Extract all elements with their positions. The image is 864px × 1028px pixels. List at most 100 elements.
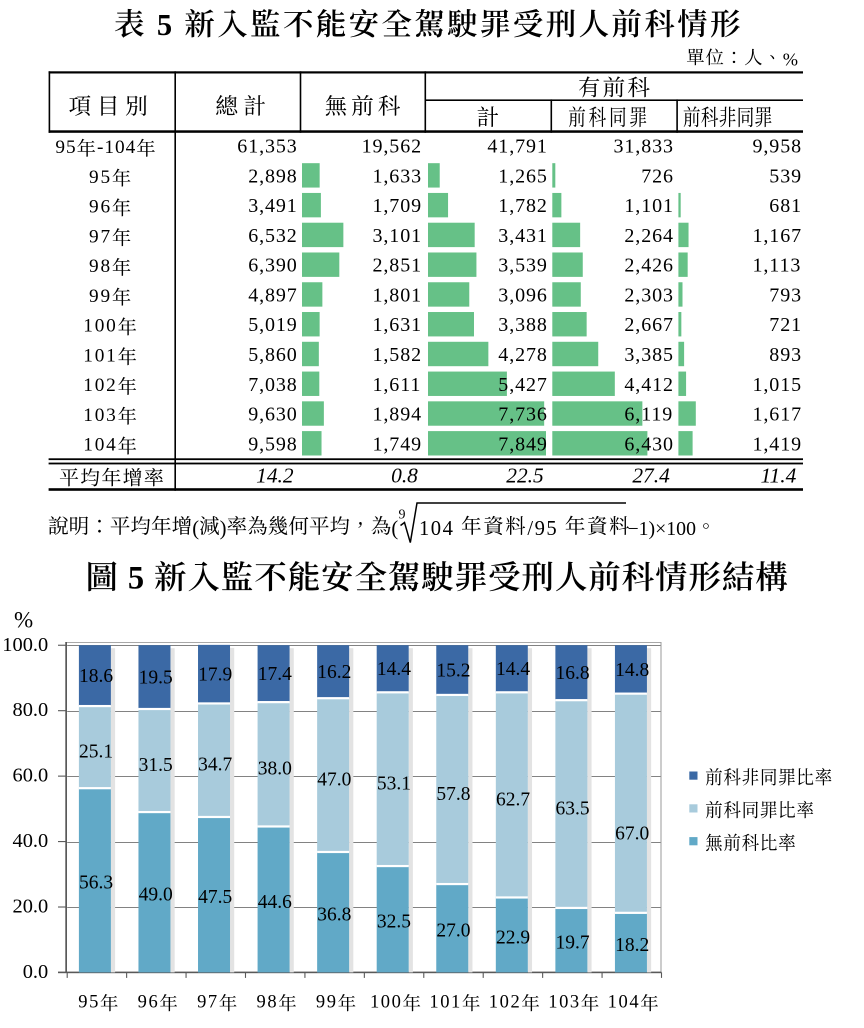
svg-text:1,617: 1,617 <box>753 404 803 426</box>
svg-text:67.0: 67.0 <box>615 824 649 845</box>
svg-text:32.5: 32.5 <box>377 912 411 933</box>
svg-text:101: 101 <box>83 345 117 366</box>
svg-text:6,532: 6,532 <box>248 225 298 247</box>
svg-text:62.7: 62.7 <box>496 789 530 810</box>
svg-text:1,633: 1,633 <box>373 165 423 187</box>
svg-text:681: 681 <box>769 195 802 217</box>
svg-text:102: 102 <box>489 993 522 1013</box>
svg-text:-104: -104 <box>97 137 136 158</box>
svg-text:104: 104 <box>419 518 461 540</box>
svg-text:9,598: 9,598 <box>248 433 298 455</box>
svg-text:95: 95 <box>78 993 100 1013</box>
svg-text:103: 103 <box>83 405 117 426</box>
svg-text:1,801: 1,801 <box>373 284 423 306</box>
svg-text:1,167: 1,167 <box>753 225 803 247</box>
svg-text:): ) <box>220 518 227 540</box>
svg-text:1,113: 1,113 <box>753 255 802 277</box>
svg-text:15.2: 15.2 <box>436 660 470 681</box>
svg-text:5: 5 <box>119 561 154 597</box>
svg-text:793: 793 <box>769 284 802 306</box>
svg-text:9,630: 9,630 <box>248 404 298 426</box>
svg-text:5: 5 <box>147 8 185 42</box>
svg-text:3,096: 3,096 <box>498 284 548 306</box>
svg-text:97: 97 <box>89 226 112 247</box>
svg-text:5,019: 5,019 <box>248 314 298 336</box>
svg-text:539: 539 <box>769 165 802 187</box>
svg-text:721: 721 <box>769 314 802 336</box>
svg-text:25.1: 25.1 <box>79 742 113 763</box>
svg-text:99: 99 <box>316 993 338 1013</box>
svg-text:/95: /95 <box>527 518 564 540</box>
svg-text:893: 893 <box>769 344 802 366</box>
svg-text:0.8: 0.8 <box>391 464 418 488</box>
svg-text:34.7: 34.7 <box>198 755 232 776</box>
svg-text:3,385: 3,385 <box>624 344 674 366</box>
svg-text:0.0: 0.0 <box>23 961 49 983</box>
svg-text:18.6: 18.6 <box>79 666 113 687</box>
svg-text:60.0: 60.0 <box>13 765 49 787</box>
svg-text:1,631: 1,631 <box>373 314 423 336</box>
svg-text:16.8: 16.8 <box>556 663 590 684</box>
svg-text:95: 95 <box>89 167 112 188</box>
svg-text:98: 98 <box>89 256 112 277</box>
svg-text:53.1: 53.1 <box>377 774 411 795</box>
svg-text:102: 102 <box>83 375 117 396</box>
svg-text:14.4: 14.4 <box>496 659 530 680</box>
svg-text:97: 97 <box>197 993 219 1013</box>
svg-text:31,833: 31,833 <box>614 136 674 158</box>
svg-text:103: 103 <box>548 993 581 1013</box>
svg-text:14.2: 14.2 <box>256 464 294 488</box>
svg-text:100: 100 <box>370 993 403 1013</box>
svg-text:5,427: 5,427 <box>498 374 548 396</box>
svg-text:47.5: 47.5 <box>198 887 232 908</box>
svg-text:3,491: 3,491 <box>248 195 298 217</box>
svg-text:49.0: 49.0 <box>139 885 173 906</box>
svg-text:100: 100 <box>83 316 117 337</box>
svg-text:6,390: 6,390 <box>248 255 298 277</box>
svg-text:96: 96 <box>89 197 112 218</box>
svg-text:4,278: 4,278 <box>498 344 548 366</box>
svg-text:36.8: 36.8 <box>317 905 351 926</box>
svg-text:6,430: 6,430 <box>624 433 674 455</box>
svg-text:4,412: 4,412 <box>624 374 674 396</box>
svg-text:17.4: 17.4 <box>258 664 292 685</box>
svg-text:1,419: 1,419 <box>753 433 803 455</box>
svg-text:%: % <box>14 608 33 633</box>
svg-text:14.4: 14.4 <box>377 659 411 680</box>
svg-text:7,849: 7,849 <box>498 433 548 455</box>
svg-text:3,431: 3,431 <box>498 225 548 247</box>
svg-text:4,897: 4,897 <box>248 284 298 306</box>
svg-text:38.0: 38.0 <box>258 759 292 780</box>
svg-text:1,782: 1,782 <box>498 195 548 217</box>
svg-text:40.0: 40.0 <box>13 830 49 852</box>
svg-text:726: 726 <box>641 165 674 187</box>
svg-text:31.5: 31.5 <box>139 755 173 776</box>
svg-text:56.3: 56.3 <box>79 873 113 894</box>
svg-text:104: 104 <box>83 435 117 456</box>
svg-text:1,582: 1,582 <box>373 344 423 366</box>
svg-text:22.5: 22.5 <box>506 464 544 488</box>
svg-text:22.9: 22.9 <box>496 927 530 948</box>
svg-text:19.7: 19.7 <box>556 933 590 954</box>
svg-text:11.4: 11.4 <box>760 464 796 488</box>
svg-text:16.2: 16.2 <box>317 662 351 683</box>
svg-text:5,860: 5,860 <box>248 344 298 366</box>
svg-text:18.2: 18.2 <box>615 935 649 956</box>
svg-text:1,894: 1,894 <box>373 404 423 426</box>
svg-text:−1)×100: −1)×100 <box>628 518 697 540</box>
svg-text:47.0: 47.0 <box>317 770 351 791</box>
svg-text:19,562: 19,562 <box>362 136 422 158</box>
svg-text:19.5: 19.5 <box>139 668 173 689</box>
svg-text:1,749: 1,749 <box>373 433 423 455</box>
svg-text:2,303: 2,303 <box>624 284 674 306</box>
svg-text:44.6: 44.6 <box>258 892 292 913</box>
svg-text:17.9: 17.9 <box>198 665 232 686</box>
svg-text:1,611: 1,611 <box>373 374 422 396</box>
svg-text:2,264: 2,264 <box>624 225 674 247</box>
svg-text:1,101: 1,101 <box>624 195 674 217</box>
svg-text:104: 104 <box>608 993 641 1013</box>
svg-text:7,736: 7,736 <box>498 404 548 426</box>
svg-text:3,101: 3,101 <box>373 225 423 247</box>
svg-text:(: ( <box>391 518 398 540</box>
svg-text:98: 98 <box>257 993 279 1013</box>
